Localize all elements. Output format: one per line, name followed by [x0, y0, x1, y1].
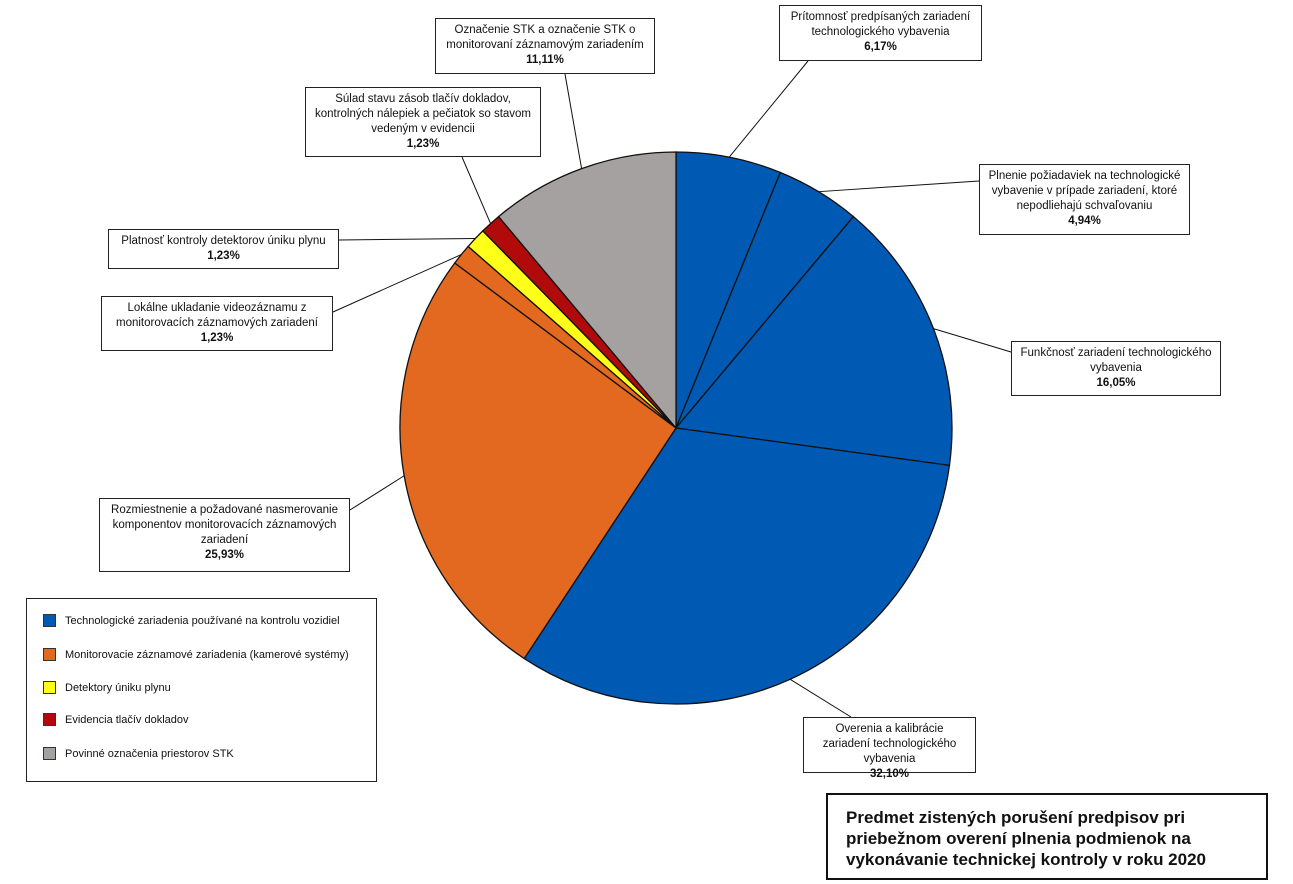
- pie-slices: [399, 151, 953, 705]
- leader-line-plnenie: [818, 180, 980, 193]
- label-oznacenie-text: Označenie STK a označenie STK o monitoro…: [446, 24, 644, 51]
- legend-label: Detektory úniku plynu: [65, 681, 171, 694]
- leader-line-overenia: [789, 678, 852, 718]
- leader-line-sulad: [461, 156, 492, 224]
- label-platnost-value: 1,23%: [207, 250, 240, 262]
- leader-lines: [332, 60, 1012, 718]
- label-sulad-text: Súlad stavu zásob tlačív dokladov, kontr…: [314, 93, 532, 135]
- leader-line-rozmiestnenie: [349, 475, 405, 511]
- leader-line-pritomnost: [728, 60, 809, 158]
- label-pritomnost: Prítomnosť predpísaných zariadení techno…: [779, 5, 982, 61]
- leader-line-platnost: [338, 238, 476, 241]
- label-plnenie-text: Plnenie požiadaviek na technologické vyb…: [988, 170, 1181, 212]
- leader-line-oznacenie: [564, 73, 583, 169]
- label-rozmiestnenie: Rozmiestnenie a požadované nasmerovanie …: [99, 498, 350, 572]
- label-lokalne: Lokálne ukladanie videozáznamu z monitor…: [101, 296, 333, 351]
- label-funkcnost: Funkčnosť zariadení technologického vyba…: [1011, 341, 1221, 396]
- label-plnenie: Plnenie požiadaviek na technologické vyb…: [979, 164, 1190, 235]
- legend-item: Technologické zariadenia používané na ko…: [43, 614, 340, 627]
- label-rozmiestnenie-text: Rozmiestnenie a požadované nasmerovanie …: [111, 504, 338, 546]
- label-lokalne-text: Lokálne ukladanie videozáznamu z monitor…: [116, 302, 318, 329]
- label-lokalne-value: 1,23%: [200, 332, 234, 344]
- chart-legend: Technologické zariadenia používané na ko…: [26, 598, 377, 782]
- label-overenia-text: Overenia a kalibrácie zariadení technolo…: [822, 723, 957, 765]
- label-oznacenie: Označenie STK a označenie STK o monitoro…: [435, 18, 655, 74]
- pie-slice-oznacenie: [497, 151, 677, 430]
- label-platnost-text: Platnosť kontroly detektorov úniku plynu: [121, 235, 326, 247]
- legend-item: Detektory úniku plynu: [43, 681, 171, 694]
- legend-swatch: [43, 747, 56, 760]
- label-pritomnost-text: Prítomnosť predpísaných zariadení techno…: [790, 11, 971, 38]
- label-overenia-value: 32,10%: [869, 768, 909, 780]
- legend-item: Monitorovacie záznamové zariadenia (kame…: [43, 648, 349, 661]
- label-pritomnost-value: 6,17%: [864, 41, 897, 53]
- legend-label: Evidencia tlačív dokladov: [65, 713, 189, 726]
- label-sulad: Súlad stavu zásob tlačív dokladov, kontr…: [305, 87, 541, 157]
- legend-label: Povinné označenia priestorov STK: [65, 747, 234, 760]
- legend-swatch: [43, 681, 56, 694]
- legend-label: Monitorovacie záznamové zariadenia (kame…: [65, 648, 349, 661]
- legend-label: Technologické zariadenia používané na ko…: [65, 614, 340, 627]
- legend-swatch: [43, 614, 56, 627]
- label-funkcnost-text: Funkčnosť zariadení technologického vyba…: [1020, 347, 1212, 374]
- label-sulad-value: 1,23%: [406, 138, 440, 150]
- label-rozmiestnenie-value: 25,93%: [204, 549, 244, 561]
- label-oznacenie-value: 11,11%: [526, 54, 564, 66]
- leader-line-lokalne: [332, 254, 462, 313]
- label-funkcnost-value: 16,05%: [1096, 377, 1136, 389]
- legend-item: Evidencia tlačív dokladov: [43, 713, 189, 726]
- chart-title: Predmet zistených porušení predpisov pri…: [826, 793, 1268, 880]
- legend-item: Povinné označenia priestorov STK: [43, 747, 234, 760]
- label-platnost: Platnosť kontroly detektorov úniku plynu…: [108, 229, 339, 269]
- pie-slice-rozmiestnenie: [399, 262, 677, 660]
- legend-swatch: [43, 648, 56, 661]
- legend-swatch: [43, 713, 56, 726]
- pie-slice-funkcnost: [674, 215, 953, 467]
- pie-slice-overenia: [523, 427, 951, 705]
- leader-line-funkcnost: [933, 328, 1012, 353]
- label-plnenie-value: 4,94%: [1068, 215, 1101, 227]
- label-overenia: Overenia a kalibrácie zariadení technolo…: [803, 717, 976, 780]
